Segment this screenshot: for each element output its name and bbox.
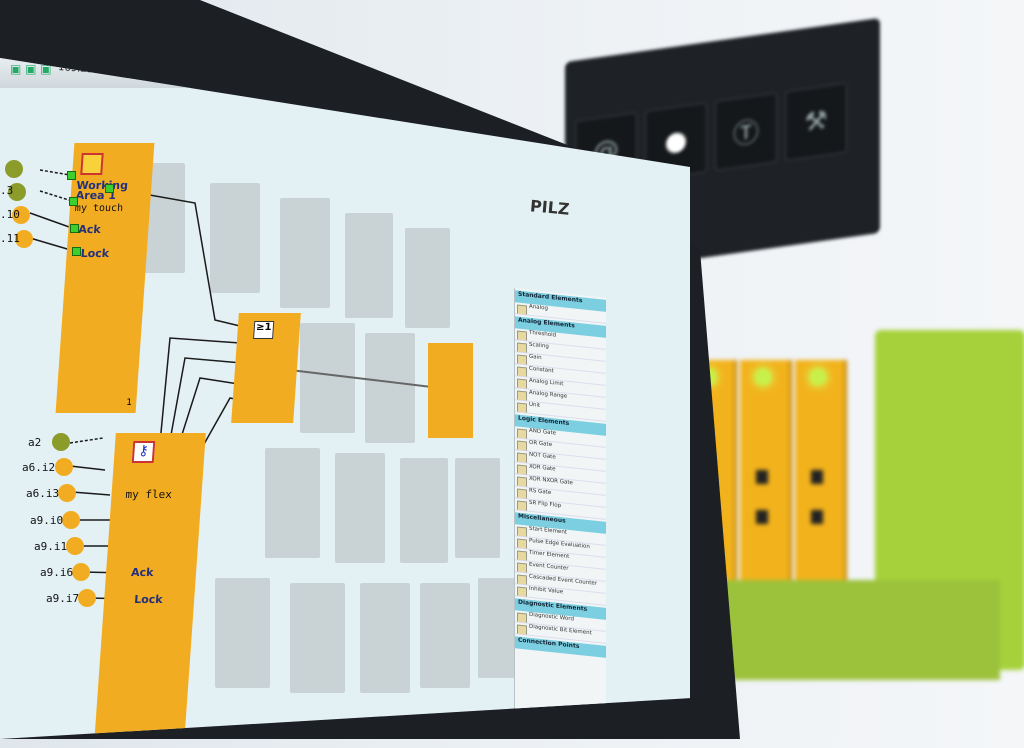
- input-label: a6.i3: [26, 487, 60, 500]
- input-label: a9.i6: [40, 566, 74, 579]
- element-palette[interactable]: Standard Elements Analog Analog Elements Th…: [514, 288, 606, 739]
- output-block[interactable]: [428, 343, 473, 438]
- input-label: a9.i7: [46, 592, 80, 605]
- pin-label-lock: Lock: [80, 247, 110, 260]
- input-node[interactable]: [62, 511, 80, 529]
- input-node[interactable]: [58, 484, 76, 502]
- input-node[interactable]: [15, 230, 33, 248]
- input-node[interactable]: [66, 537, 84, 555]
- block-name: my flex: [125, 488, 173, 501]
- or-gate-symbol: ≥1: [253, 321, 275, 339]
- input-node[interactable]: [52, 433, 70, 451]
- output-pin[interactable]: [105, 184, 114, 193]
- key-icon: ⚷: [131, 441, 156, 463]
- input-pin[interactable]: [72, 247, 81, 256]
- input-node[interactable]: [8, 183, 26, 201]
- input-label: a6.i2: [22, 461, 56, 474]
- input-label: .3: [0, 184, 14, 197]
- pin-label-ack: Ack: [130, 566, 154, 579]
- input-pin[interactable]: [69, 197, 78, 206]
- wrench-icon: ⚒: [785, 82, 847, 162]
- application-screen: ▣ ▣ ▣ 169.254.60.1 (Default) PILZ Workin…: [0, 58, 690, 739]
- input-node[interactable]: [72, 563, 90, 581]
- input-node[interactable]: [55, 458, 73, 476]
- input-label: a9.i0: [30, 514, 64, 527]
- input-pin[interactable]: [67, 171, 76, 180]
- or-gate-block[interactable]: ≥1: [231, 313, 301, 423]
- block-name: Working Area 1: [75, 179, 129, 202]
- input-label: a2: [28, 436, 42, 449]
- input-label: a9.i1: [34, 540, 68, 553]
- input-node[interactable]: [78, 589, 96, 607]
- pin-label-lock: Lock: [133, 593, 164, 606]
- input-node[interactable]: [12, 206, 30, 224]
- input-node[interactable]: [5, 160, 23, 178]
- input-pin[interactable]: [70, 224, 79, 233]
- pin-label-ack: Ack: [77, 223, 102, 236]
- toolbar-icon[interactable]: ▣ ▣ ▣: [10, 62, 52, 76]
- key-icon: [80, 153, 104, 175]
- block-subtitle: my touch: [74, 203, 124, 214]
- input-label: .10: [0, 208, 20, 221]
- block-number: 1: [125, 398, 133, 408]
- input-label: .11: [0, 232, 20, 245]
